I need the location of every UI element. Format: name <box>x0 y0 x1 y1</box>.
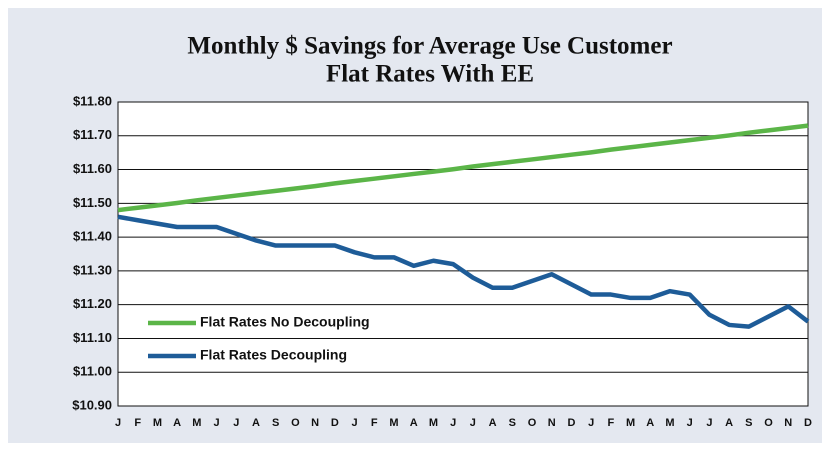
x-tick-label: M <box>626 417 635 429</box>
x-tick-label: M <box>192 417 201 429</box>
y-tick-label: $11.40 <box>73 229 112 244</box>
series-line <box>117 214 810 329</box>
y-tick-label: $11.00 <box>73 364 112 379</box>
x-tick-label: S <box>509 417 516 429</box>
x-tick-label: J <box>352 417 358 429</box>
x-tick-label: S <box>272 417 279 429</box>
y-tick-label: $11.30 <box>73 262 112 277</box>
x-tick-label: N <box>311 417 319 429</box>
x-tick-label: J <box>470 417 476 429</box>
x-tick-label: F <box>134 417 141 429</box>
chart-title: Monthly $ Savings for Average Use Custom… <box>187 33 672 60</box>
y-tick-label: $11.50 <box>73 195 112 210</box>
x-tick-label: N <box>548 417 556 429</box>
y-tick-label: $10.90 <box>72 397 112 412</box>
x-tick-label: A <box>173 417 181 429</box>
x-tick-label: M <box>153 417 162 429</box>
x-tick-label: D <box>567 417 575 429</box>
x-tick-label: A <box>410 417 418 429</box>
plot-area <box>117 101 809 407</box>
x-tick-label: A <box>646 417 654 429</box>
x-tick-label: A <box>489 417 497 429</box>
y-tick-label: $11.80 <box>73 93 112 108</box>
y-tick-label: $11.70 <box>73 127 112 142</box>
x-tick-label: F <box>607 417 614 429</box>
x-tick-label: D <box>804 417 812 429</box>
chart-subtitle: Flat Rates With EE <box>326 61 534 88</box>
y-tick-label: $11.20 <box>73 296 112 311</box>
y-tick-label: $11.60 <box>73 161 112 176</box>
x-tick-label: N <box>784 417 792 429</box>
x-tick-label: D <box>331 417 339 429</box>
x-tick-label: J <box>233 417 239 429</box>
x-tick-label: J <box>706 417 712 429</box>
y-tick-label: $11.10 <box>73 330 112 345</box>
x-tick-label: J <box>450 417 456 429</box>
x-tick-label: F <box>371 417 378 429</box>
x-tick-label: M <box>665 417 674 429</box>
legend-label: Flat Rates Decoupling <box>200 347 347 363</box>
x-tick-label: O <box>764 417 773 429</box>
x-tick-label: O <box>291 417 300 429</box>
x-tick-label: O <box>528 417 537 429</box>
x-tick-label: J <box>687 417 693 429</box>
series-line <box>117 123 809 213</box>
x-tick-label: J <box>588 417 594 429</box>
x-tick-label: M <box>389 417 398 429</box>
x-tick-label: S <box>745 417 752 429</box>
legend-label: Flat Rates No Decoupling <box>200 314 370 330</box>
x-tick-label: J <box>214 417 220 429</box>
x-tick-label: A <box>252 417 260 429</box>
x-tick-label: A <box>725 417 733 429</box>
x-tick-label: J <box>115 417 121 429</box>
x-tick-label: M <box>429 417 438 429</box>
